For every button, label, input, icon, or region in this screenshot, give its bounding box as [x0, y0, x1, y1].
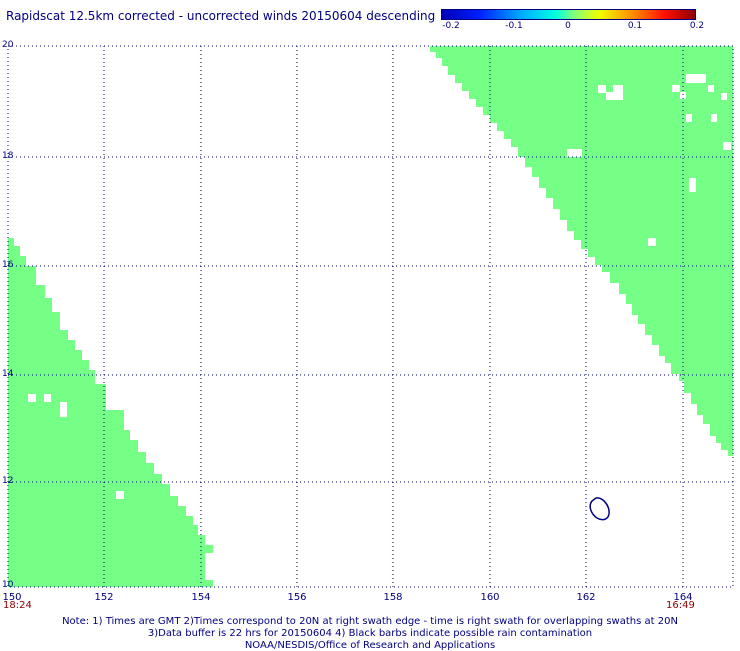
lon-label: 164	[673, 592, 693, 603]
lat-label: 12	[2, 476, 14, 486]
colorbar	[441, 9, 696, 20]
lon-label: 156	[287, 592, 307, 603]
data-gaps	[28, 74, 731, 499]
note-line-1: Note: 1) Times are GMT 2)Times correspon…	[62, 616, 678, 627]
swath-time-left: 18:24	[3, 600, 32, 611]
lon-label: 158	[383, 592, 403, 603]
lon-label: 150	[2, 592, 22, 603]
colorbar-tick: -0.1	[505, 21, 523, 31]
graticule	[8, 46, 733, 587]
colorbar-tick: 0	[565, 21, 571, 31]
lon-label: 152	[94, 592, 114, 603]
map-title: Rapidscat 12.5km corrected - uncorrected…	[6, 9, 436, 23]
lon-label: 160	[480, 592, 500, 603]
swath-time-right: 16:49	[666, 600, 695, 611]
note-line-3: NOAA/NESDIS/Office of Research and Appli…	[244, 640, 496, 651]
swath-right	[430, 46, 733, 456]
lat-label: 18	[2, 151, 14, 161]
swath-left	[8, 238, 213, 587]
lat-label: 14	[2, 369, 14, 379]
colorbar-tick: 0.1	[627, 21, 643, 31]
colorbar-tick: -0.2	[442, 21, 460, 31]
wind-contour	[589, 497, 610, 521]
lat-label: 10	[2, 580, 14, 590]
colorbar-tick: 0.2	[689, 21, 705, 31]
lat-label: 20	[2, 40, 14, 50]
lon-label: 154	[191, 592, 211, 603]
lat-label: 16	[2, 260, 14, 270]
lon-label: 162	[576, 592, 596, 603]
note-line-2: 3)Data buffer is 22 hrs for 20150604 4) …	[147, 628, 593, 639]
map-frame	[7, 45, 734, 588]
